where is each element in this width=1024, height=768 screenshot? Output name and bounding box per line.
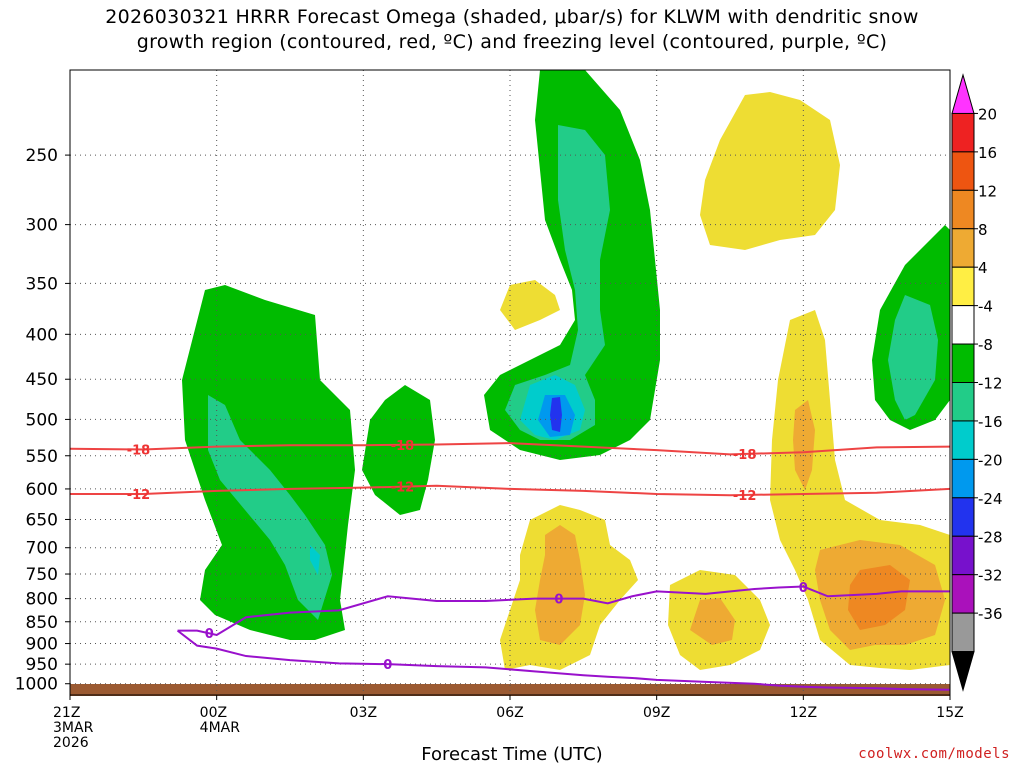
- freezing-level-upper-line: [177, 585, 950, 637]
- omega-region-upward-left: [182, 285, 355, 640]
- colorbar-label: -12: [978, 375, 1003, 393]
- x-tick-label: 06Z: [496, 705, 523, 721]
- dgz-contour-line: [70, 484, 951, 497]
- freezing-level-label: 0: [383, 658, 392, 673]
- omega-region-upward-left-core2: [310, 545, 320, 575]
- freezing-level-label: 0: [205, 627, 214, 642]
- freezing-level-label: 0: [799, 581, 808, 596]
- dgz-contour-line: [69, 442, 951, 456]
- freezing-level-contour: 0 0 0 0: [176, 581, 951, 691]
- credit-text: coolwx.com/models: [858, 746, 1010, 762]
- x-tick-label: 21Z: [53, 705, 80, 721]
- colorbar-segment: [951, 574, 975, 614]
- omega-region-upward-left-core: [208, 395, 332, 620]
- colorbar-segment: [951, 420, 975, 460]
- colorbar-label: 4: [978, 259, 988, 277]
- colorbar-segment: [951, 305, 975, 345]
- colorbar-label: -28: [978, 528, 1003, 546]
- dgz-contour-label: -12: [391, 481, 415, 496]
- colorbar-segment: [951, 612, 975, 653]
- colorbar-segment: [951, 497, 975, 537]
- colorbar-label: 8: [978, 221, 988, 239]
- y-tick-label: 650: [26, 510, 58, 530]
- colorbar-segment: [951, 343, 975, 383]
- colorbar-segment: [951, 266, 975, 307]
- y-tick-label: 550: [26, 447, 58, 467]
- colorbar-label: -4: [978, 298, 993, 316]
- x-tick-label: 00Z: [200, 705, 227, 721]
- colorbar-segment: [951, 112, 975, 153]
- omega-shading: [182, 70, 950, 670]
- colorbar-segment: [951, 382, 975, 422]
- y-tick-label: 350: [26, 274, 58, 294]
- colorbar-triangle-top: [951, 73, 975, 114]
- y-tick-label: 950: [26, 655, 58, 675]
- omega-region-upward-15z-core: [888, 295, 938, 420]
- y-tick-label: 400: [26, 325, 58, 345]
- y-tick-label: 850: [26, 613, 58, 633]
- colorbar-label: -36: [978, 605, 1003, 623]
- y-tick-label: 700: [26, 539, 58, 559]
- omega-region-downward-12z-lower-core2: [848, 565, 910, 630]
- omega-region-downward-12z-upper-core: [793, 400, 815, 490]
- omega-region-upward-03z: [362, 385, 435, 515]
- dgz-contour-label: -18: [391, 439, 415, 454]
- colorbar-label: -8: [978, 336, 993, 354]
- dgz-contour-label: -18: [733, 448, 757, 463]
- y-tick-label: 250: [26, 146, 58, 166]
- dgz-contour-label: -18: [127, 443, 151, 458]
- y-tick-label: 500: [26, 410, 58, 430]
- x-axis-label: Forecast Time (UTC): [421, 744, 603, 765]
- x-tick-label: 15Z: [936, 705, 963, 721]
- omega-region-downward-06z-lower-core: [535, 525, 585, 645]
- chart-title-line-2: growth region (contoured, red, ºC) and f…: [136, 31, 888, 53]
- colorbar-segment: [951, 189, 975, 230]
- dgz-contour-label: -12: [127, 488, 151, 503]
- plot-frame: [69, 69, 951, 696]
- colorbar-segment: [951, 458, 975, 499]
- freezing-level-label: 0: [554, 593, 563, 608]
- y-tick-label: 450: [26, 370, 58, 390]
- y-tick-label: 800: [26, 590, 58, 610]
- colorbar-label: -24: [978, 490, 1003, 508]
- omega-region-downward-09z-core: [690, 598, 735, 645]
- colorbar-segment: [951, 535, 975, 576]
- omega-region-downward-06z-upper: [500, 280, 560, 330]
- colorbar-label: -20: [978, 451, 1003, 469]
- colorbar-triangle-bottom: [951, 651, 975, 692]
- colorbar-label: 16: [978, 144, 997, 162]
- omega-region-downward-12z-upper: [700, 92, 840, 250]
- x-tick-label: 03Z: [350, 705, 377, 721]
- y-tick-label: 1000: [15, 675, 58, 695]
- dgz-contours: -18 -18 -18 -12 -12 -12: [69, 439, 951, 504]
- colorbar: 20 16 12 8 4 -4 -8 -12 -16 -20 -24 -28 -32 -36: [951, 73, 1003, 692]
- chart-title-line-1: 2026030321 HRRR Forecast Omega (shaded, …: [105, 6, 919, 28]
- colorbar-label: -16: [978, 413, 1003, 431]
- dgz-contour-label: -12: [733, 489, 757, 504]
- omega-region-upward-06z-core4: [550, 397, 562, 432]
- colorbar-label: 12: [978, 182, 997, 200]
- y-tick-label: 300: [26, 216, 58, 236]
- x-tick-label: 09Z: [643, 705, 670, 721]
- y-tick-label: 900: [26, 635, 58, 655]
- freezing-level-lower-line: [176, 629, 951, 691]
- x-tick-label: 3MAR: [53, 720, 94, 736]
- y-axis: 2503003504004505005506006507007508008509…: [15, 146, 70, 695]
- colorbar-segment: [951, 151, 975, 191]
- x-tick-label: 12Z: [790, 705, 817, 721]
- x-tick-label: 2026: [53, 735, 89, 751]
- colorbar-label: 20: [978, 105, 997, 123]
- y-tick-label: 750: [26, 565, 58, 585]
- colorbar-label: -32: [978, 567, 1003, 585]
- x-tick-label: 4MAR: [200, 720, 241, 736]
- y-tick-label: 600: [26, 480, 58, 500]
- omega-region-upward-06z-core: [505, 125, 610, 440]
- colorbar-segment: [951, 228, 975, 268]
